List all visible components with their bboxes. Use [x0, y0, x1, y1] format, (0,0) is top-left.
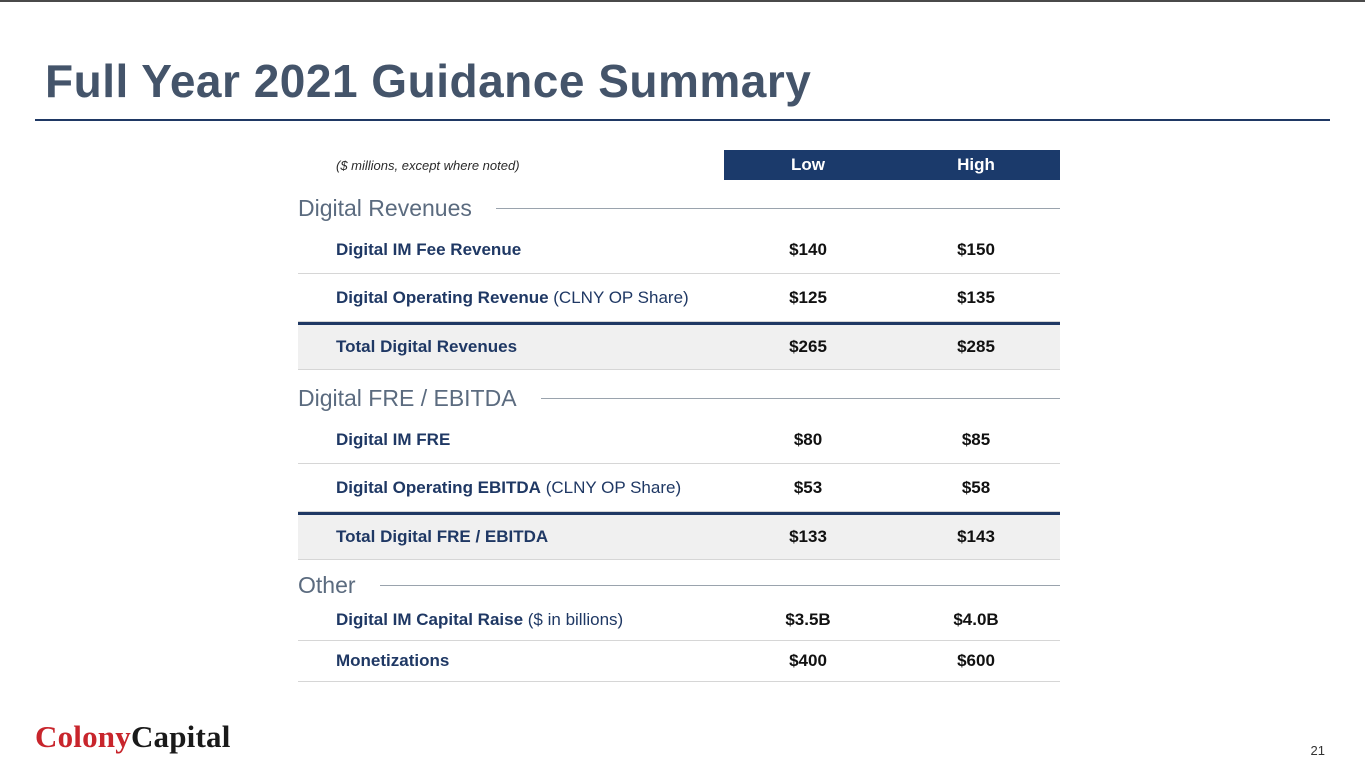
value-low: $265 — [789, 337, 827, 356]
section-header-line — [540, 397, 1060, 399]
row-label: Digital IM FRE — [336, 429, 451, 449]
section-header: Digital Revenues — [298, 190, 1060, 226]
table-header-row: ($ millions, except where noted) Low Hig… — [298, 150, 1060, 180]
section-other: Other Digital IM Capital Raise ($ in bil… — [298, 570, 1060, 682]
row-label: Digital Operating Revenue — [336, 287, 549, 307]
section-header-line — [379, 584, 1060, 586]
table-row: Digital IM Fee Revenue $140 $150 — [298, 226, 1060, 274]
page-number: 21 — [1310, 743, 1325, 758]
row-label: Total Digital Revenues — [336, 337, 518, 356]
row-label-suffix: (CLNY OP Share) — [548, 287, 689, 307]
value-low: $53 — [793, 477, 823, 497]
row-label: Digital IM Capital Raise — [336, 610, 524, 629]
section-header-label: Digital Revenues — [298, 194, 472, 221]
section-header-line — [495, 207, 1060, 209]
value-low: $3.5B — [785, 610, 831, 629]
logo-colony-text: Colony — [35, 719, 131, 754]
row-label: Monetizations — [336, 651, 450, 670]
value-low: $140 — [789, 239, 827, 259]
value-high: $150 — [957, 239, 995, 259]
section-header-label: Other — [298, 571, 356, 598]
guidance-table: ($ millions, except where noted) Low Hig… — [298, 150, 1060, 682]
row-label: Digital IM Fee Revenue — [336, 239, 522, 259]
page-title: Full Year 2021 Guidance Summary — [45, 55, 812, 107]
row-label-suffix: ($ in billions) — [523, 610, 624, 629]
table-row: Digital IM FRE $80 $85 — [298, 416, 1060, 464]
section-header: Other — [298, 570, 1060, 600]
column-header-low: Low — [791, 155, 825, 174]
table-row-total: Total Digital FRE / EBITDA $133 $143 — [298, 512, 1060, 560]
title-divider — [35, 119, 1330, 121]
value-low: $133 — [789, 527, 827, 546]
value-low: $125 — [789, 287, 827, 307]
value-high: $600 — [957, 651, 995, 670]
section-header: Digital FRE / EBITDA — [298, 380, 1060, 416]
column-header-high: High — [957, 155, 995, 174]
value-low: $400 — [789, 651, 827, 670]
value-low: $80 — [793, 429, 823, 449]
row-label: Digital Operating EBITDA — [336, 477, 541, 497]
column-headers: Low High — [724, 150, 1060, 180]
section-digital-revenues: Digital Revenues Digital IM Fee Revenue … — [298, 190, 1060, 370]
table-row: Digital Operating EBITDA (CLNY OP Share)… — [298, 464, 1060, 512]
value-high: $143 — [957, 527, 995, 546]
section-digital-fre-ebitda: Digital FRE / EBITDA Digital IM FRE $80 … — [298, 380, 1060, 560]
value-high: $85 — [961, 429, 991, 449]
table-row: Digital Operating Revenue (CLNY OP Share… — [298, 274, 1060, 322]
table-row: Digital IM Capital Raise ($ in billions)… — [298, 600, 1060, 641]
value-high: $58 — [961, 477, 991, 497]
row-label-suffix: (CLNY OP Share) — [540, 477, 682, 497]
row-label: Total Digital FRE / EBITDA — [336, 527, 549, 546]
colony-capital-logo: ColonyCapital — [35, 719, 231, 755]
table-row: Monetizations $400 $600 — [298, 641, 1060, 682]
logo-capital-text: Capital — [130, 719, 231, 754]
section-header-label: Digital FRE / EBITDA — [298, 384, 517, 411]
value-high: $4.0B — [953, 610, 999, 629]
value-high: $285 — [957, 337, 995, 356]
units-note: ($ millions, except where noted) — [336, 157, 520, 173]
table-row-total: Total Digital Revenues $265 $285 — [298, 322, 1060, 370]
value-high: $135 — [957, 287, 995, 307]
